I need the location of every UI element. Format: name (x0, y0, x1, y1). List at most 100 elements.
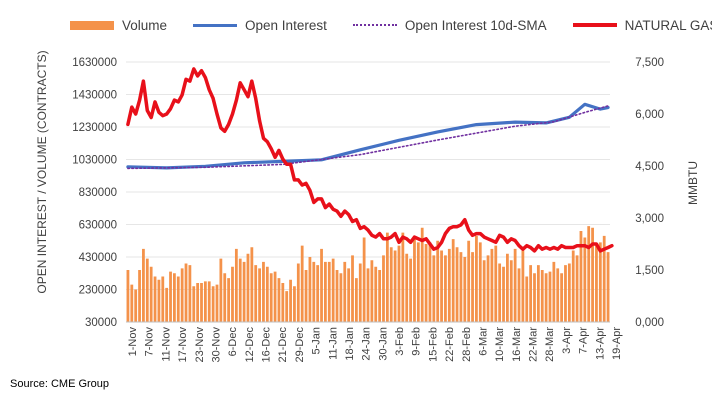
volume-bar (540, 270, 544, 322)
volume-bar (258, 268, 261, 323)
legend-swatch-sma (352, 24, 397, 26)
x-tick-label: 24-Jan (361, 327, 373, 361)
volume-bar (327, 261, 331, 323)
legend-swatch-natural-gas (572, 23, 617, 27)
x-tick-label: 16-Mar (511, 327, 523, 362)
volume-bar (320, 248, 323, 323)
volume-bar (583, 237, 587, 322)
x-tick-label: 1-Nov (127, 327, 139, 357)
volume-bar (316, 265, 320, 323)
x-tick-label: 7-Nov (144, 327, 156, 357)
volume-bar (234, 248, 238, 323)
volume-bar (231, 266, 234, 322)
volume-bar (262, 261, 265, 323)
x-tick-label: 9-Feb (411, 327, 423, 356)
source-note: Source: CME Group (10, 378, 110, 390)
volume-bar (509, 260, 513, 322)
x-tick-label: 23-Nov (194, 327, 206, 363)
right-tick-label: 7,500 (635, 57, 664, 69)
volume-bar (575, 255, 579, 323)
volume-bar (157, 279, 161, 322)
volume-bar (432, 255, 436, 323)
volume-bar (595, 245, 598, 323)
legend-item-volume: Volume (70, 18, 167, 33)
volume-bar (145, 258, 149, 323)
legend-label-volume: Volume (122, 17, 168, 33)
volume-bar (548, 271, 552, 323)
volume-bar (203, 281, 207, 323)
volume-bar (556, 268, 560, 323)
volume-bar (161, 276, 165, 322)
volume-bar (420, 227, 424, 322)
x-tick-label: 21-Dec (277, 327, 289, 363)
open-interest-line (126, 102, 610, 170)
volume-bar (529, 265, 533, 323)
volume-bar (184, 263, 188, 322)
volume-bar (153, 276, 157, 322)
volume-bar (335, 270, 339, 322)
right-tick-label: 3,000 (635, 213, 664, 225)
volume-bar (521, 250, 525, 322)
legend: Volume Open Interest Open Interest 10d-S… (70, 14, 712, 36)
left-tick-label: 1430000 (72, 90, 117, 102)
volume-bar (192, 286, 196, 322)
volume-bar (571, 250, 575, 322)
right-tick-label: 4,500 (635, 161, 664, 173)
volume-bar (358, 263, 362, 322)
volume-bar (176, 276, 180, 322)
volume-bar (293, 286, 296, 322)
left-tick-label: 1630000 (72, 57, 117, 69)
volume-bar (347, 268, 351, 323)
x-tick-label: 17-Nov (177, 327, 189, 363)
volume-bar (138, 270, 141, 322)
volume-bar (126, 270, 130, 322)
volume-bar (436, 240, 440, 322)
x-tick-label: 11-Nov (160, 327, 172, 362)
volume-bar (451, 239, 455, 323)
right-axis-ticks: 0,000 1,500 3,000 4,500 6,000 7,500 (635, 57, 664, 329)
volume-bar (606, 252, 610, 323)
volume-bar (544, 273, 548, 322)
volume-bar (482, 260, 486, 322)
x-tick-label: 28-Feb (461, 327, 473, 362)
left-tick-label: 1030000 (72, 155, 117, 167)
volume-bar (397, 245, 401, 323)
volume-bar (382, 255, 385, 323)
x-tick-label: 3-Apr (561, 327, 573, 354)
x-tick-label: 30-Jan (377, 327, 389, 361)
volume-bar (478, 242, 482, 323)
volume-bar (242, 261, 246, 323)
volume-bar (598, 242, 602, 323)
volume-bar (517, 268, 521, 323)
volume-bar (385, 232, 389, 323)
right-axis-label: MMBTU (686, 161, 700, 205)
x-tick-label: 6-Dec (227, 327, 239, 357)
legend-swatch-volume (70, 20, 114, 30)
volume-bars (126, 226, 610, 323)
volume-bar (393, 250, 397, 322)
volume-bar (173, 273, 176, 322)
volume-bar (188, 265, 192, 323)
volume-bar (389, 247, 393, 322)
x-axis-ticks: 1-Nov 7-Nov 11-Nov 17-Nov 23-Nov 30-Nov 6-Dec 1… (127, 327, 623, 363)
volume-bar (300, 245, 304, 323)
x-tick-label: 11-Jan (327, 327, 339, 360)
volume-bar (254, 265, 258, 323)
right-tick-label: 1,500 (635, 265, 664, 277)
natural-gas-line (126, 67, 614, 253)
volume-bar (289, 279, 292, 322)
volume-bar (475, 235, 478, 323)
left-tick-label: 30000 (85, 317, 117, 329)
volume-bar (486, 255, 490, 323)
volume-bar (424, 244, 428, 322)
volume-bar (591, 227, 594, 322)
left-tick-label: 230000 (79, 285, 117, 297)
volume-bar (370, 260, 374, 322)
volume-bar (149, 266, 153, 322)
x-tick-label: 10-Mar (494, 327, 506, 362)
left-tick-label: 830000 (79, 187, 117, 199)
volume-bar (455, 247, 459, 322)
volume-bar (502, 266, 505, 322)
legend-item-natural-gas: NATURAL GAS (572, 18, 712, 33)
